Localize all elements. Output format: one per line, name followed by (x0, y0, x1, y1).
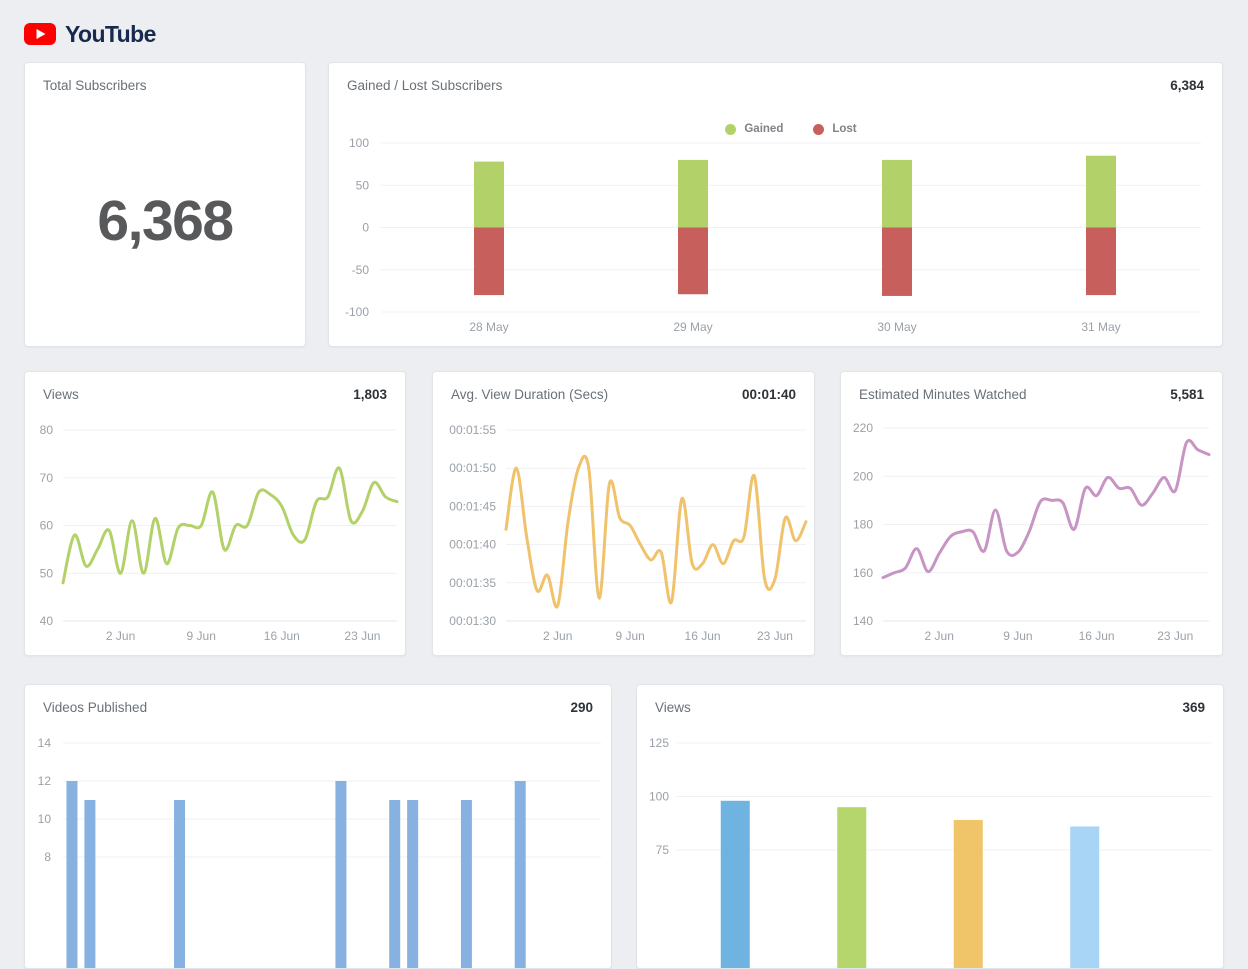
svg-text:70: 70 (40, 471, 54, 485)
svg-text:50: 50 (356, 178, 370, 192)
svg-text:8: 8 (44, 850, 51, 864)
avg-view-duration-chart[interactable]: 00:01:55 00:01:50 00:01:45 00:01:40 00:01:35… (433, 372, 814, 655)
card-title: Avg. View Duration (Secs) (451, 387, 609, 402)
app-header: YouTube (24, 18, 156, 50)
svg-text:00:01:50: 00:01:50 (449, 461, 496, 475)
card-title: Views (655, 700, 691, 715)
legend-label: Lost (832, 123, 857, 135)
svg-text:23 Jun: 23 Jun (344, 629, 380, 643)
card-title: Total Subscribers (43, 78, 147, 93)
svg-text:00:01:40: 00:01:40 (449, 538, 496, 552)
svg-text:9 Jun: 9 Jun (615, 629, 644, 643)
svg-text:2 Jun: 2 Jun (106, 629, 135, 643)
svg-text:2 Jun: 2 Jun (543, 629, 572, 643)
svg-text:9 Jun: 9 Jun (187, 629, 216, 643)
card-title: Gained / Lost Subscribers (347, 78, 503, 93)
svg-text:30 May: 30 May (877, 320, 916, 334)
svg-text:9 Jun: 9 Jun (1003, 629, 1032, 643)
views-line-chart[interactable]: 80 70 60 50 40 2 Jun 9 Jun 16 Jun 23 Jun (25, 372, 405, 655)
card-avg-view-duration: Avg. View Duration (Secs) 00:01:40 00:01… (432, 371, 815, 656)
svg-text:00:01:55: 00:01:55 (449, 423, 496, 437)
svg-text:00:01:30: 00:01:30 (449, 614, 496, 628)
svg-text:00:01:35: 00:01:35 (449, 576, 496, 590)
svg-text:125: 125 (649, 736, 669, 750)
legend-item-lost: Lost (813, 123, 857, 135)
card-total-subscribers: Total Subscribers 6,368 (24, 62, 306, 347)
svg-text:10: 10 (38, 812, 52, 826)
views-bar-chart[interactable]: 125 100 75 (637, 685, 1223, 968)
lost-dot-icon (813, 123, 825, 135)
svg-text:200: 200 (853, 469, 873, 483)
svg-text:2 Jun: 2 Jun (925, 629, 954, 643)
svg-text:16 Jun: 16 Jun (685, 629, 721, 643)
total-subscribers-value: 6,368 (97, 189, 234, 253)
estimated-minutes-watched-chart[interactable]: 220 200 180 160 140 2 Jun 9 Jun 16 Jun 23 Jun (841, 372, 1222, 655)
videos-published-chart[interactable]: 14 12 10 8 (25, 685, 611, 968)
svg-text:29 May: 29 May (673, 320, 712, 334)
svg-text:100: 100 (649, 790, 669, 804)
legend-item-gained: Gained (725, 123, 783, 135)
svg-text:16 Jun: 16 Jun (1079, 629, 1115, 643)
svg-text:00:01:45: 00:01:45 (449, 499, 496, 513)
card-value: 5,581 (1170, 387, 1204, 402)
svg-text:-50: -50 (352, 263, 370, 277)
svg-text:16 Jun: 16 Jun (264, 629, 300, 643)
youtube-play-icon (24, 23, 56, 45)
svg-text:0: 0 (362, 221, 369, 235)
card-videos-published: Videos Published 290 14 12 10 8 (24, 684, 612, 969)
chart-legend: Gained Lost (381, 121, 1201, 137)
svg-text:60: 60 (40, 519, 54, 533)
svg-text:100: 100 (349, 136, 369, 150)
svg-text:12: 12 (38, 774, 52, 788)
card-value: 290 (570, 700, 593, 715)
svg-text:31 May: 31 May (1081, 320, 1120, 334)
card-value: 00:01:40 (741, 387, 796, 402)
card-title: Views (43, 387, 79, 402)
svg-text:50: 50 (40, 566, 54, 580)
svg-text:40: 40 (40, 614, 54, 628)
card-gained-lost-subscribers: Gained / Lost Subscribers 6,384 Gained L… (328, 62, 1223, 347)
card-views: Views 1,803 80 70 60 50 40 2 Jun 9 Jun 16 Jun 23… (24, 371, 406, 656)
svg-text:140: 140 (853, 614, 873, 628)
svg-text:-100: -100 (345, 305, 369, 319)
legend-label: Gained (744, 123, 784, 135)
svg-text:80: 80 (40, 423, 54, 437)
card-title: Estimated Minutes Watched (859, 387, 1027, 402)
card-value: 1,803 (353, 387, 387, 402)
youtube-logo[interactable]: YouTube (24, 21, 156, 48)
svg-text:75: 75 (656, 843, 670, 857)
svg-text:23 Jun: 23 Jun (1157, 629, 1193, 643)
app-title: YouTube (65, 20, 156, 47)
gained-lost-chart[interactable]: Gained Lost 100 50 0 -50 -100 28 May 29 May 30 … (329, 63, 1222, 346)
svg-text:220: 220 (853, 421, 873, 435)
card-views-bars: Views 369 125 100 75 (636, 684, 1224, 969)
svg-text:23 Jun: 23 Jun (757, 629, 793, 643)
svg-text:160: 160 (853, 566, 873, 580)
card-estimated-minutes-watched: Estimated Minutes Watched 5,581 220 200 18… (840, 371, 1223, 656)
svg-text:28 May: 28 May (469, 320, 508, 334)
card-value: 369 (1182, 700, 1205, 715)
svg-text:14: 14 (38, 736, 52, 750)
card-value: 6,384 (1170, 78, 1204, 93)
svg-text:180: 180 (853, 518, 873, 532)
card-title: Videos Published (43, 700, 148, 715)
gained-dot-icon (725, 123, 737, 135)
